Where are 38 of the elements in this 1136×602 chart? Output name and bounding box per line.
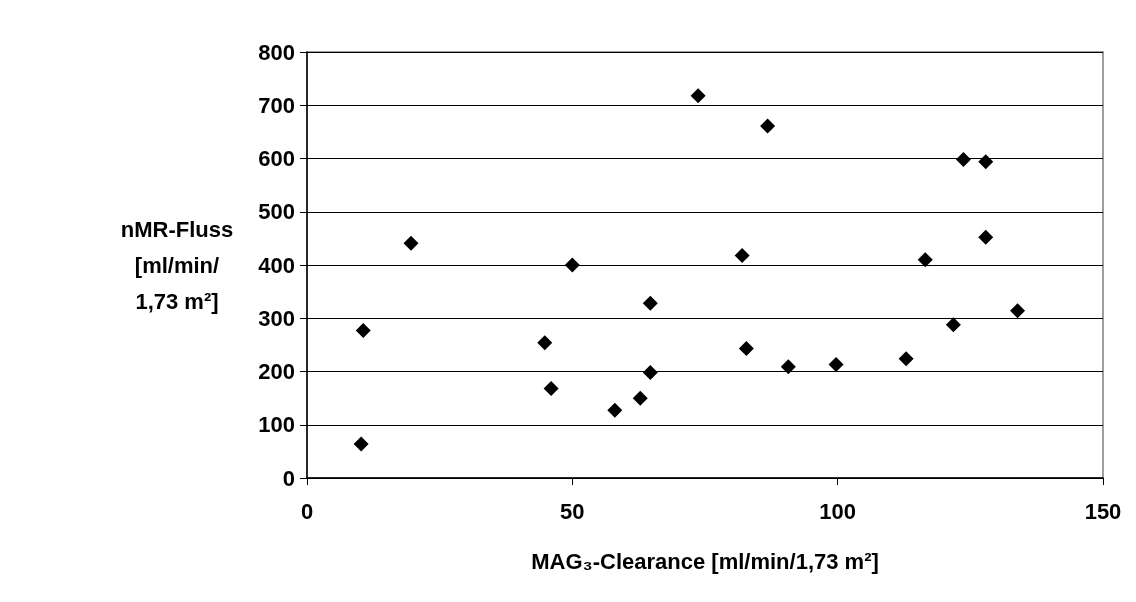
point <box>353 436 369 452</box>
point <box>642 295 658 311</box>
point <box>1010 303 1026 319</box>
point <box>955 152 971 168</box>
y-tick-label: 200 <box>258 359 295 384</box>
y-tick-label: 600 <box>258 146 295 171</box>
point <box>828 357 844 373</box>
point <box>738 341 754 357</box>
point <box>403 235 419 251</box>
x-tick-label: 0 <box>300 498 314 524</box>
y-tick-label: 0 <box>282 465 295 491</box>
point <box>690 88 706 104</box>
point <box>564 257 580 273</box>
point <box>760 118 776 134</box>
point <box>537 335 553 351</box>
point <box>978 154 994 170</box>
x-tick-label: 150 <box>1084 498 1122 524</box>
x-tick-label: 100 <box>819 498 857 524</box>
y-tick-label: 300 <box>258 305 295 331</box>
point <box>898 351 914 367</box>
point <box>543 381 559 397</box>
point <box>632 390 648 406</box>
point <box>917 252 933 268</box>
point <box>607 402 623 418</box>
point <box>780 359 796 375</box>
y-tick-label: 100 <box>258 412 295 438</box>
y-tick-label: 700 <box>258 92 295 118</box>
point <box>734 247 750 263</box>
point <box>355 323 371 338</box>
y-tick-label: 800 <box>258 39 295 65</box>
x-tick-label: 50 <box>560 498 585 524</box>
point <box>945 317 961 333</box>
point <box>642 365 658 381</box>
x-axis-title: MAG₃-Clearance [ml/min/1,73 m²] <box>531 548 879 574</box>
point <box>978 229 994 245</box>
y-axis-title: nMR-Fluss [ml/min/ 1,73 m²] <box>120 216 234 314</box>
y-tick-label: 400 <box>258 252 295 278</box>
y-tick-label: 500 <box>258 199 295 225</box>
